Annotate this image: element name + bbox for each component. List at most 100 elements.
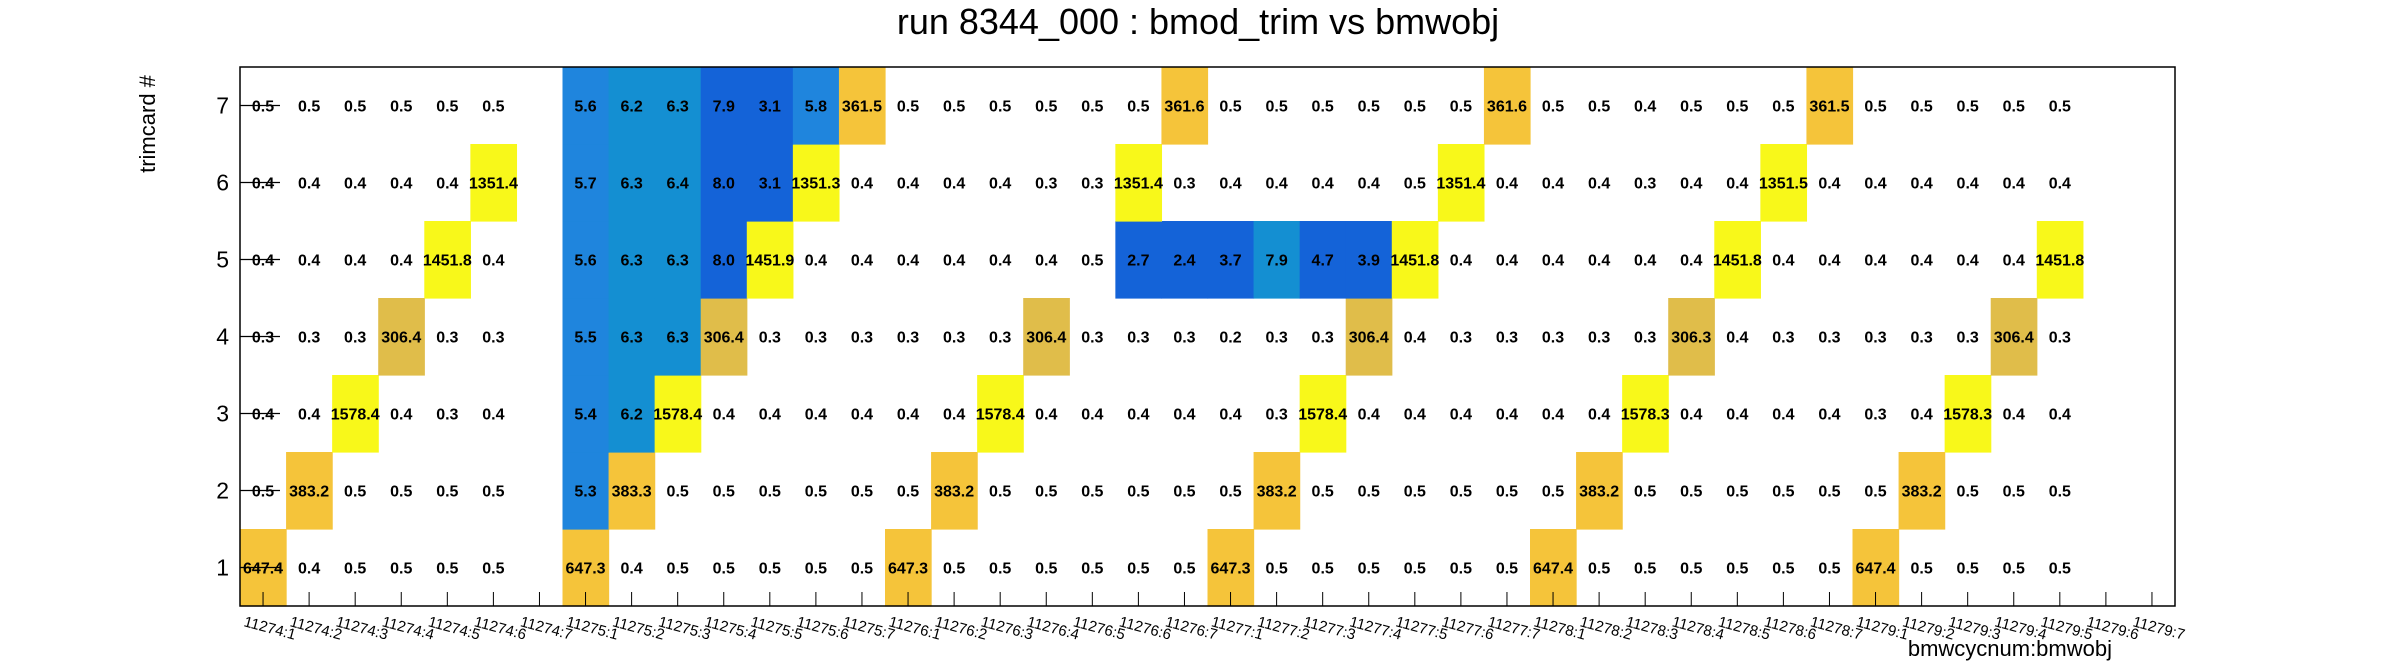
- cell-value-label: 0.5: [482, 561, 504, 578]
- heatmap-cell: [562, 67, 610, 145]
- heatmap-cell: [1668, 298, 1715, 376]
- heatmap-cell: [700, 67, 748, 145]
- cell-value-label: 0.4: [1219, 407, 1241, 424]
- cell-value-label: 306.4: [704, 330, 744, 347]
- heatmap-cell: [1806, 67, 1854, 145]
- cell-value-label: 0.4: [1772, 407, 1794, 424]
- cell-value-label: 0.5: [989, 561, 1011, 578]
- cell-value-label: 383.2: [289, 484, 329, 501]
- cell-value-label: 0.5: [989, 99, 1011, 116]
- cell-value-label: 0.3: [1634, 330, 1656, 347]
- cell-value-label: 5.8: [805, 99, 827, 116]
- cell-value-label: 0.5: [805, 484, 827, 501]
- y-tick-label: 3: [216, 401, 229, 427]
- cell-value-label: 0.5: [390, 99, 412, 116]
- cell-value-label: 0.3: [1173, 330, 1195, 347]
- cell-value-label: 0.4: [1496, 176, 1518, 193]
- cell-value-label: 0.5: [2003, 561, 2025, 578]
- cell-value-label: 0.5: [1081, 99, 1103, 116]
- cell-value-label: 0.5: [1035, 99, 1057, 116]
- cell-value-label: 0.5: [1358, 484, 1380, 501]
- cell-value-label: 1578.4: [331, 407, 380, 424]
- cell-value-label: 0.5: [2003, 99, 2025, 116]
- cell-value-label: 1351.4: [1114, 176, 1163, 193]
- heatmap-cell: [1115, 144, 1163, 222]
- cell-value-label: 0.3: [1173, 176, 1195, 193]
- cell-value-label: 0.5: [1864, 99, 1886, 116]
- cell-value-label: 0.5: [1081, 253, 1103, 270]
- cell-value-label: 4.7: [1312, 253, 1334, 270]
- cell-value-label: 0.4: [1081, 407, 1103, 424]
- cell-value-label: 0.5: [1496, 561, 1518, 578]
- cell-value-label: 0.4: [390, 253, 412, 270]
- cell-value-label: 0.5: [1312, 99, 1334, 116]
- cell-value-label: 0.4: [1588, 176, 1610, 193]
- heatmap-cell: [1391, 221, 1439, 299]
- cell-value-label: 0.4: [344, 253, 366, 270]
- cell-value-label: 0.5: [1910, 561, 1932, 578]
- cell-value-label: 3.7: [1219, 253, 1241, 270]
- cell-value-label: 0.5: [2049, 484, 2071, 501]
- heatmap-cell: [608, 452, 656, 530]
- cell-value-label: 0.4: [1772, 253, 1794, 270]
- cell-value-label: 0.5: [1634, 561, 1656, 578]
- cell-value-label: 0.4: [1910, 253, 1932, 270]
- cell-value-label: 0.4: [1957, 253, 1979, 270]
- cell-value-label: 0.5: [1726, 561, 1748, 578]
- y-tick-label: 7: [216, 93, 229, 119]
- heatmap-cell: [608, 67, 656, 145]
- cell-value-label: 6.3: [620, 176, 642, 193]
- cell-value-label: 0.5: [1358, 99, 1380, 116]
- cell-value-label: 0.4: [482, 253, 504, 270]
- cell-value-label: 647.3: [566, 561, 606, 578]
- cell-value-label: 361.5: [1809, 99, 1849, 116]
- cell-value-label: 0.3: [1081, 330, 1103, 347]
- cell-value-label: 0.4: [1864, 176, 1886, 193]
- cell-value-label: 0.5: [482, 99, 504, 116]
- cell-value-label: 0.4: [482, 407, 504, 424]
- cell-value-label: 0.3: [344, 330, 366, 347]
- cell-value-label: 361.5: [842, 99, 882, 116]
- heatmap-cell: [378, 298, 425, 376]
- cell-value-label: 0.3: [436, 330, 458, 347]
- heatmap-cell: [1161, 221, 1209, 299]
- heatmap-cell: [608, 298, 656, 376]
- cell-value-label: 0.5: [2003, 484, 2025, 501]
- cell-value-label: 0.5: [1035, 561, 1057, 578]
- cell-value-label: 0.5: [344, 99, 366, 116]
- heatmap-cell: [1345, 298, 1393, 376]
- cell-value-label: 306.4: [1026, 330, 1066, 347]
- cell-value-label: 361.6: [1164, 99, 1204, 116]
- cell-value-label: 0.4: [851, 176, 873, 193]
- cell-value-label: 0.3: [1496, 330, 1518, 347]
- cell-value-label: 0.5: [1680, 561, 1702, 578]
- cell-labels: 647.4 0.4 0.5 0.5 0.5 0.5 647.3 0.4 0.5 0.5 0.5 0.5…: [243, 99, 2084, 578]
- cell-value-label: 0.3: [1265, 330, 1287, 347]
- heatmap-cell: [562, 144, 610, 222]
- cell-value-label: 0.4: [2049, 407, 2071, 424]
- cell-value-label: 0.4: [1818, 176, 1840, 193]
- cell-value-label: 0.4: [1404, 330, 1426, 347]
- heatmap-cell: [608, 221, 656, 299]
- y-tick-label: 2: [216, 478, 229, 504]
- heatmap-cell: [746, 221, 794, 299]
- cell-value-label: 0.5: [252, 484, 274, 501]
- y-tick-label: 6: [216, 170, 229, 196]
- cell-value-label: 0.4: [897, 176, 919, 193]
- heatmap-cell: [654, 221, 702, 299]
- heatmap-cell: [1898, 452, 1946, 530]
- cell-value-label: 0.4: [1542, 253, 1564, 270]
- y-axis-title: trimcard #: [135, 74, 160, 173]
- cell-value-label: 0.4: [1496, 407, 1518, 424]
- cell-value-label: 0.3: [1312, 330, 1334, 347]
- cell-value-label: 0.5: [1864, 484, 1886, 501]
- cell-value-label: 1351.5: [1759, 176, 1808, 193]
- cell-value-label: 0.4: [1726, 330, 1748, 347]
- heatmap-cell: [1299, 375, 1347, 453]
- cell-value-label: 383.3: [612, 484, 652, 501]
- cell-value-label: 7.9: [1265, 253, 1287, 270]
- cell-value-label: 5.6: [574, 99, 596, 116]
- cell-value-label: 0.3: [1127, 330, 1149, 347]
- cell-value-label: 0.4: [298, 561, 320, 578]
- cell-value-label: 0.3: [805, 330, 827, 347]
